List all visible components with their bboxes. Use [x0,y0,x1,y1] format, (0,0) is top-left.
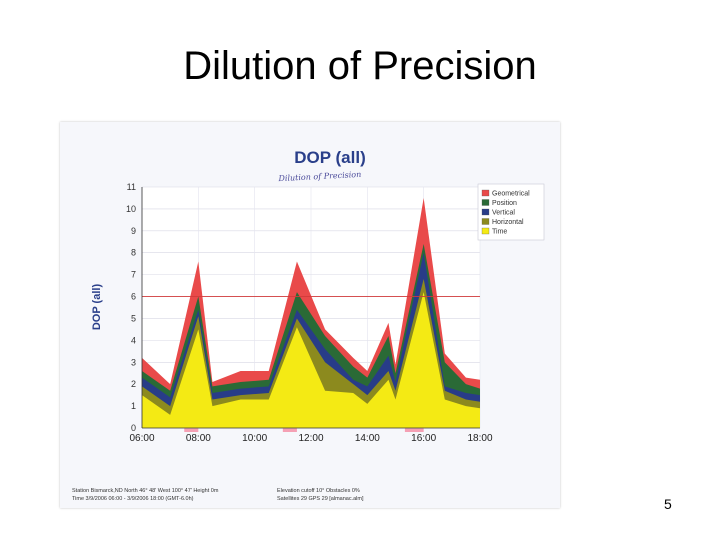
slide-title: Dilution of Precision [183,44,537,88]
x-tick-label: 16:00 [411,433,436,444]
dop-chart: 0 1 2 3 4 5 6 7 8 9 10 11 06:00 08:00 10:00 12:00 14:00 1… [91,148,545,444]
legend-swatch [481,227,490,235]
page-number: 5 [664,496,672,512]
chart-title: DOP (all) [294,148,365,167]
y-axis-label: DOP (all) [91,284,103,331]
area-layer [142,197,480,428]
footer-satellites: Satellites 29 GPS 29 [almanac.alm] [277,496,364,502]
footer-time: Time 3/9/2006 06:00 - 3/9/2006 18:00 (GM… [72,496,194,502]
footer-elevation: Elevation cutoff 10° Obstacles 0% [277,488,360,494]
y-tick-label: 3 [131,357,136,367]
legend-label: Vertical [492,210,515,217]
legend-swatch [481,218,490,225]
x-axis-marker [282,428,297,432]
y-tick-label: 6 [131,292,136,302]
y-tick-label: 4 [131,335,136,345]
area-series-geometrical [142,197,480,428]
x-tick-label: 12:00 [298,433,323,444]
x-tick-label: 08:00 [186,433,211,444]
x-tick-label: 10:00 [242,433,267,444]
legend: Geometrical Position Vertical Horizontal Tim… [477,183,545,241]
y-tick-label: 9 [131,226,136,236]
legend-label: Horizontal [492,219,524,226]
legend-swatch [481,189,490,197]
legend-label: Time [492,229,507,236]
axis-layer: 0 1 2 3 4 5 6 7 8 9 10 11 06:00 08:00 10:00 12:00 14:00 1… [126,182,493,444]
legend-label: Position [492,200,517,207]
y-tick-label: 5 [131,313,136,323]
x-tick-label: 06:00 [129,433,154,444]
legend-label: Geometrical [492,191,530,198]
y-tick-label: 2 [131,379,136,389]
y-tick-label: 8 [131,248,136,258]
footer-station: Station Bismarck,ND North 46° 48' West 1… [72,488,219,494]
y-tick-label: 11 [127,182,136,192]
legend-swatch [481,208,490,216]
area-series-time [142,292,480,428]
x-tick-label: 18:00 [467,433,492,444]
x-axis-marker [404,428,424,432]
y-tick-label: 10 [126,204,136,214]
area-series-horizontal [142,279,480,428]
legend-swatch [481,199,490,206]
handwritten-note: Dilution of Precision [277,170,361,183]
x-axis-marker [184,428,199,432]
y-tick-label: 7 [131,270,136,280]
y-tick-label: 0 [131,423,136,433]
chart-scan-panel: 0 1 2 3 4 5 6 7 8 9 10 11 06:00 08:00 10:00 12:00 14:00 1… [60,122,560,508]
y-tick-label: 1 [131,401,136,411]
x-tick-label: 14:00 [355,433,380,444]
